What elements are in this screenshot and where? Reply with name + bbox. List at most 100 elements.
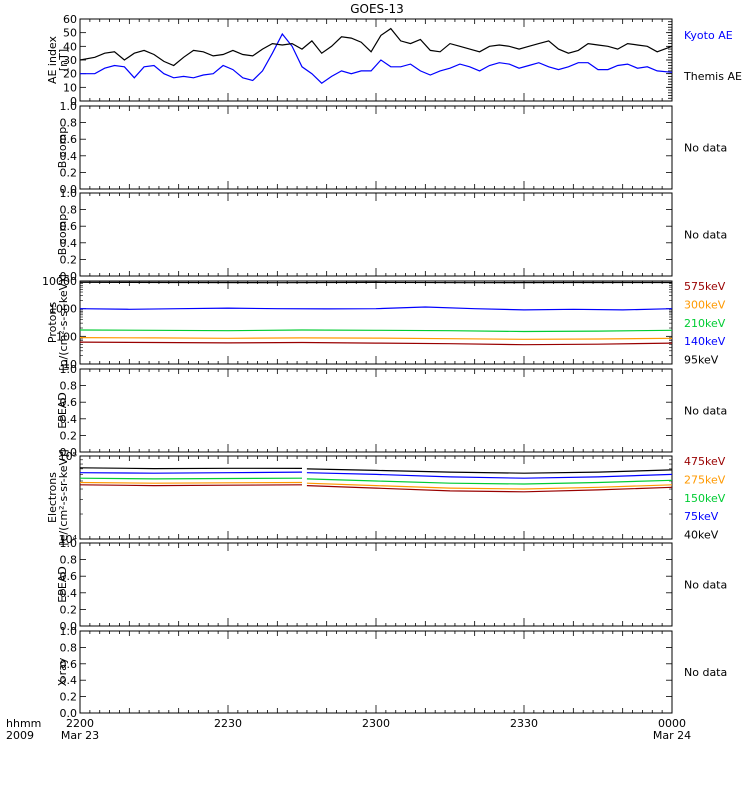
y-tick-label: 0.0 (60, 446, 78, 459)
time-axis-label: hhmm (6, 717, 41, 730)
x-tick-label: 2300 (362, 717, 390, 730)
y-tick-label: 0.6 (60, 570, 78, 583)
series-line-275kev (306, 482, 673, 490)
no-data-label: No data (684, 229, 727, 242)
x-tick-label: 2200 (66, 717, 94, 730)
series-line-75kev (79, 471, 303, 474)
y-tick-label: 0.0 (60, 707, 78, 720)
series-line-40kev (79, 467, 303, 470)
no-data-label: No data (684, 666, 727, 679)
y-tick-label: 0.8 (60, 117, 78, 130)
series-line-kyoto-ae (80, 32, 673, 84)
y-tick-label: 0.8 (60, 204, 78, 217)
x-tick-label: 2330 (510, 717, 538, 730)
series-line-themis-ae (79, 27, 673, 67)
legend: No data (684, 142, 727, 155)
y-axis-label: [p/(cm²-s-sr-keV)] (57, 274, 70, 371)
legend-entry: Themis AE (683, 70, 742, 83)
y-axis-label: Protons (46, 302, 59, 343)
y-tick-label: 0.2 (60, 603, 78, 616)
y-tick-label: 40 (63, 40, 77, 53)
y-axis-label: EPEAD (56, 566, 69, 603)
y-tick-label: 0.2 (60, 691, 78, 704)
year-label: 2009 (6, 729, 34, 742)
x-tick-label: 2230 (214, 717, 242, 730)
y-tick-label: 100 (56, 330, 77, 343)
series-line-275kev (79, 481, 303, 484)
no-data-label: No data (684, 579, 727, 592)
legend-entry: 40keV (684, 529, 719, 542)
legend: 575keV 300keV 210keV 140keV 95keV (684, 280, 726, 367)
panel-epead-2: 0.0 0.2 0.4 0.6 0.8 1.0 EPEAD No data (56, 537, 727, 633)
y-tick-label: 10 (63, 358, 77, 371)
panel-b-comp-2: 0.0 0.2 0.4 0.6 0.8 1.0 B comp No data (56, 187, 727, 283)
y-tick-label: 1.0 (60, 187, 78, 200)
legend-entry: 140keV (684, 335, 726, 348)
y-tick-label: 0.0 (60, 183, 78, 196)
y-axis-label: [e/(cm²-s-sr-keV)] (57, 449, 70, 545)
series-line-150kev (306, 478, 673, 485)
y-tick-label: 0.0 (60, 270, 78, 283)
legend-entry: 275keV (684, 473, 726, 486)
panel-frame (79, 368, 673, 453)
y-axis-label: X-ray (56, 657, 69, 686)
y-tick-label: 10⁴ (59, 533, 78, 546)
y-tick-label: 0.6 (60, 220, 78, 233)
y-tick-label: 1000 (49, 303, 77, 316)
no-data-label: No data (684, 142, 727, 155)
series-line-575kev (79, 341, 673, 346)
x-tick-label: 0000 (658, 717, 686, 730)
legend-entry: 575keV (684, 280, 726, 293)
y-tick-label: 60 (63, 13, 77, 26)
figure-title: GOES-13 (350, 2, 404, 16)
x-tick-date: Mar 23 (61, 729, 99, 742)
y-axis-label: AE index (46, 35, 59, 84)
series-line-475kev (79, 484, 303, 487)
y-axis-label: [nT] (57, 49, 70, 71)
x-tick-date: Mar 24 (653, 729, 691, 742)
panel-frame (79, 280, 673, 365)
series-line-75kev (306, 472, 673, 479)
series-line-210kev (79, 329, 673, 333)
legend-entry: 75keV (684, 510, 719, 523)
y-tick-label: 0.6 (60, 396, 78, 409)
series-line-150kev (79, 477, 303, 480)
y-tick-label: 10 (63, 81, 77, 94)
panel-frame (79, 542, 673, 627)
legend: 475keV 275keV 150keV 75keV 40keV (684, 455, 726, 542)
panel-frame (79, 105, 673, 190)
y-tick-label: 0.8 (60, 554, 78, 567)
legend: No data (684, 666, 727, 679)
y-tick-label: 0.4 (60, 150, 78, 163)
y-tick-label: 0.4 (60, 674, 78, 687)
y-tick-label: 0.2 (60, 166, 78, 179)
y-tick-label: 0.8 (60, 380, 78, 393)
y-axis-label: B comp (56, 214, 69, 256)
y-tick-label: 0.8 (60, 641, 78, 654)
y-tick-label: 10⁵ (59, 450, 77, 463)
y-axis-label: EPEAD (56, 392, 69, 429)
panel-b-comp-1: 0.0 0.2 0.4 0.6 0.8 1.0 B comp No data (56, 100, 727, 196)
legend-entry: 210keV (684, 317, 726, 330)
legend: No data (684, 579, 727, 592)
y-tick-label: 0.4 (60, 413, 78, 426)
y-tick-label: 0 (70, 95, 77, 108)
y-tick-label: 0.2 (60, 429, 78, 442)
y-tick-label: 0.6 (60, 133, 78, 146)
series-line-300kev (79, 337, 673, 340)
y-tick-label: 0.4 (60, 237, 78, 250)
y-tick-label: 1.0 (60, 625, 78, 638)
y-tick-label: 0.6 (60, 658, 78, 671)
legend-entry: 150keV (684, 492, 726, 505)
legend: No data (684, 405, 727, 418)
y-tick-label: 20 (63, 68, 77, 81)
y-tick-label: 0.4 (60, 587, 78, 600)
y-tick-label: 1.0 (60, 363, 78, 376)
legend-entry: Kyoto AE (684, 29, 733, 42)
panel-frame (79, 192, 673, 277)
panel-x-ray: 0.0 0.2 0.4 0.6 0.8 1.0 X-ray No data (56, 625, 727, 720)
